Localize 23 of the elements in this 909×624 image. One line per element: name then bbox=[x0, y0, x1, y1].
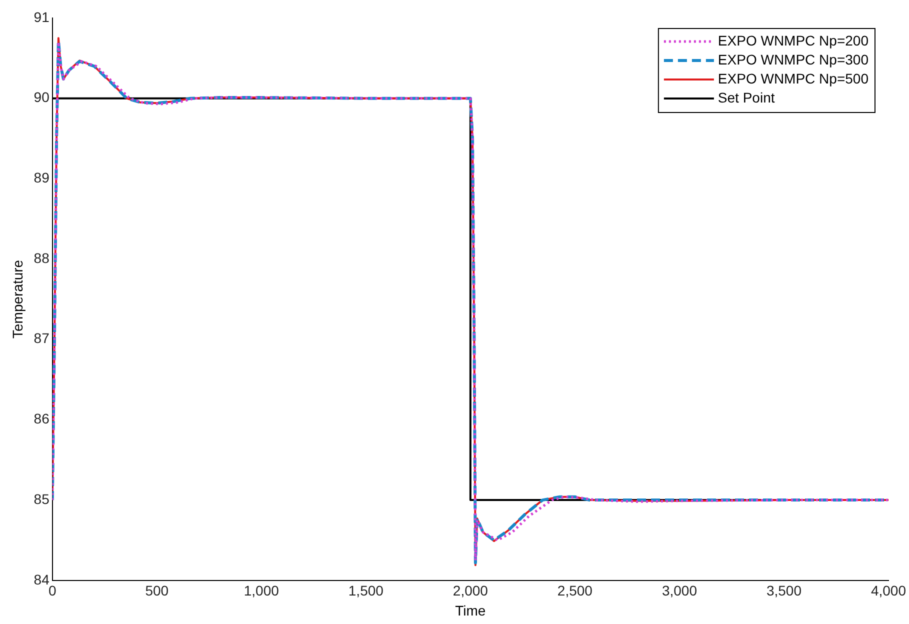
x-tick-label: 2,500 bbox=[557, 582, 593, 599]
y-tick-label: 86 bbox=[34, 410, 50, 427]
y-tick-label: 87 bbox=[34, 330, 50, 346]
x-tick-label: 1,500 bbox=[348, 582, 384, 599]
legend-label: EXPO WNMPC Np=500 bbox=[718, 70, 869, 86]
x-tick-label: 2,000 bbox=[452, 582, 488, 599]
y-tick-label: 89 bbox=[34, 170, 50, 186]
y-tick-label: 88 bbox=[34, 250, 50, 266]
y-axis-title: Temperature bbox=[9, 260, 26, 338]
x-tick-label: 3,500 bbox=[766, 582, 802, 599]
x-axis-title: Time bbox=[455, 602, 486, 618]
x-tick-label: 3,000 bbox=[662, 582, 698, 599]
legend-label: Set Point bbox=[718, 89, 775, 106]
y-tick-label: 85 bbox=[34, 490, 50, 507]
y-tick-label: 91 bbox=[34, 8, 50, 25]
x-tick-label: 1,000 bbox=[244, 582, 280, 599]
y-tick-label: 84 bbox=[34, 571, 50, 588]
x-tick-label: 500 bbox=[145, 582, 169, 599]
x-tick-label: 0 bbox=[48, 582, 56, 599]
y-tick-label: 90 bbox=[34, 89, 50, 106]
legend-label: EXPO WNMPC Np=300 bbox=[718, 51, 869, 68]
x-tick-label: 4,000 bbox=[870, 582, 906, 599]
legend-label: EXPO WNMPC Np=200 bbox=[718, 32, 869, 48]
